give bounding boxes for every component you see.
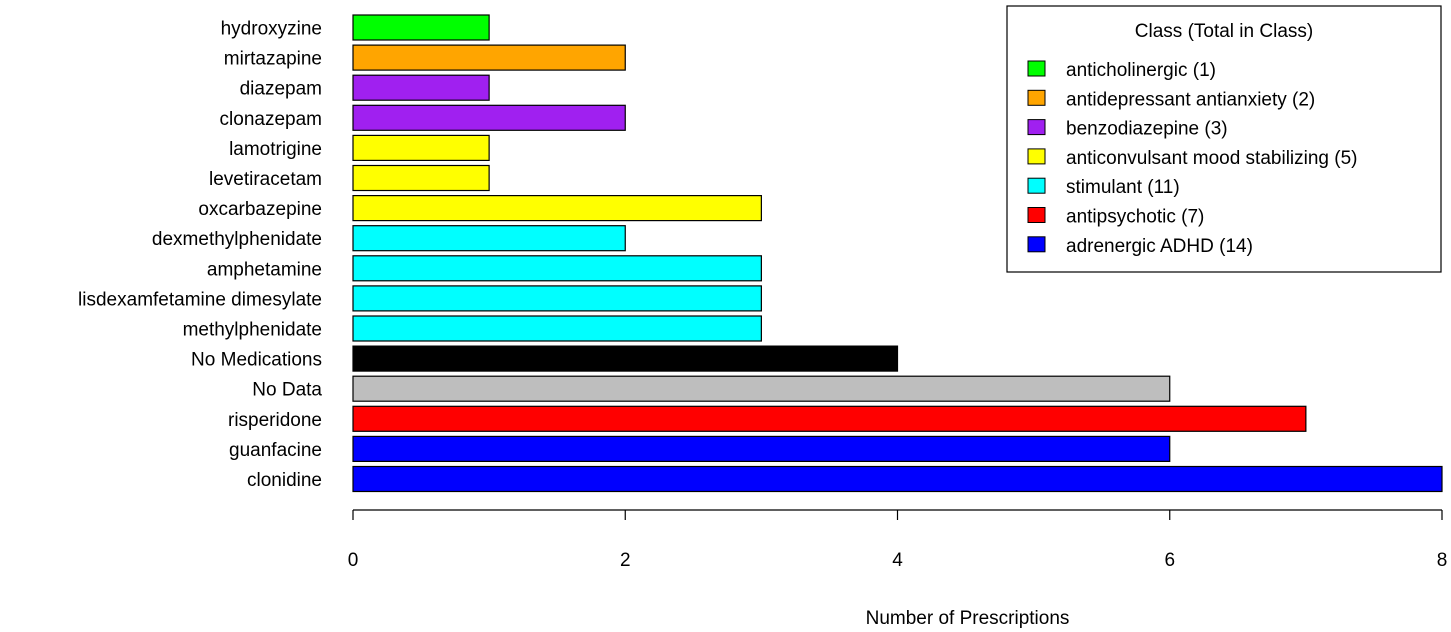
category-label: oxcarbazepine <box>198 199 322 220</box>
legend-swatch <box>1027 60 1046 77</box>
bar <box>352 104 626 131</box>
legend-box <box>1006 5 1442 273</box>
legend-swatch <box>1027 236 1046 253</box>
category-label: clonidine <box>247 470 322 491</box>
category-label: lamotrigine <box>229 139 322 160</box>
x-axis-label: Number of Prescriptions <box>866 608 1070 629</box>
category-label: guanfacine <box>229 440 322 461</box>
legend-label: adrenergic ADHD (14) <box>1066 236 1253 257</box>
bar <box>352 375 1171 402</box>
bars-group <box>352 14 1443 493</box>
category-label: levetiracetam <box>209 169 322 190</box>
x-axis: 0 2 4 6 8 <box>348 509 1448 571</box>
x-tick-label: 4 <box>892 550 903 571</box>
legend-label: benzodiazepine (3) <box>1066 119 1228 140</box>
category-label: clonazepam <box>220 109 322 130</box>
x-tick-label: 6 <box>1164 550 1175 571</box>
legend-label: anticholinergic (1) <box>1066 60 1216 81</box>
legend-label: stimulant (11) <box>1066 177 1180 198</box>
category-label: diazepam <box>240 79 322 100</box>
legend-swatch <box>1027 148 1046 165</box>
x-tick-label: 2 <box>620 550 631 571</box>
category-label: dexmethylphenidate <box>152 229 322 250</box>
category-label: No Medications <box>191 350 322 371</box>
bar <box>352 134 490 161</box>
legend-swatch <box>1027 89 1046 106</box>
bar <box>352 465 1443 493</box>
bar <box>352 435 1171 462</box>
category-label: hydroxyzine <box>221 19 322 40</box>
category-label: methylphenidate <box>183 320 322 341</box>
x-tick-label: 0 <box>348 550 359 571</box>
legend-swatch <box>1027 177 1046 194</box>
bar <box>352 345 899 372</box>
category-label: No Data <box>252 380 322 401</box>
category-label: amphetamine <box>207 259 322 280</box>
bar <box>352 405 1307 432</box>
category-label: risperidone <box>228 410 322 431</box>
bar <box>352 315 762 342</box>
category-labels: hydroxyzine mirtazapine diazepam clonazepam… <box>78 19 322 492</box>
category-label: lisdexamfetamine dimesylate <box>78 289 322 310</box>
legend-label: antidepressant antianxiety (2) <box>1066 89 1315 110</box>
legend-title: Class (Total in Class) <box>1135 21 1313 42</box>
legend-label: antipsychotic (7) <box>1066 207 1204 228</box>
bar <box>352 164 490 192</box>
legend-label: anticonvulsant mood stabilizing (5) <box>1066 148 1358 169</box>
bar <box>352 255 762 282</box>
legend: Class (Total in Class) anticholinergic (… <box>1006 5 1442 273</box>
bar <box>352 285 762 312</box>
category-label: mirtazapine <box>224 49 322 70</box>
legend-entries: anticholinergic (1) antidepressant antian… <box>1027 60 1358 257</box>
bar <box>352 44 626 71</box>
bar <box>352 225 626 252</box>
legend-swatch <box>1027 119 1046 136</box>
x-tick-label: 8 <box>1437 550 1448 571</box>
bar <box>352 74 490 101</box>
legend-swatch <box>1027 207 1046 223</box>
bar <box>352 195 762 222</box>
bar <box>352 14 490 41</box>
